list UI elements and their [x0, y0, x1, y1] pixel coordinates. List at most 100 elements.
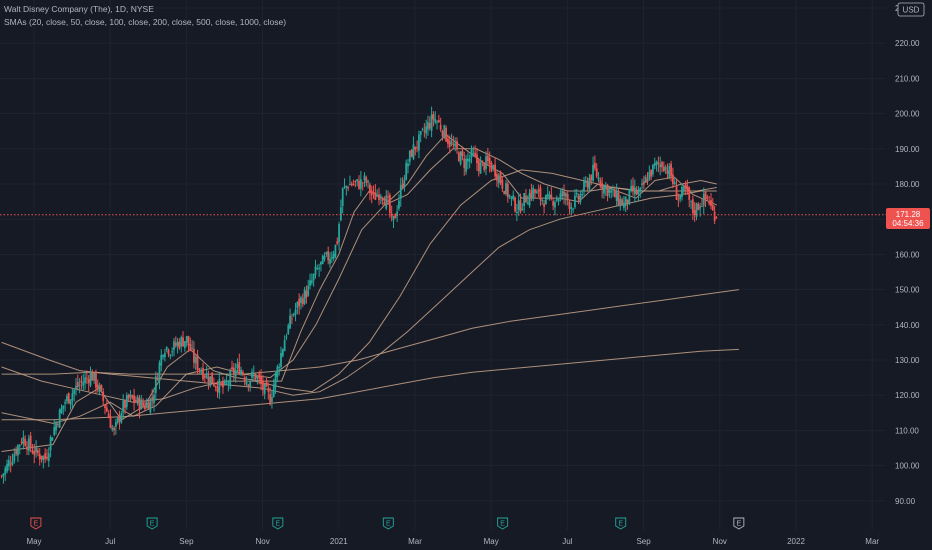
price-tick-label: 200.00	[895, 110, 920, 119]
candle-body	[412, 144, 415, 159]
candle-body	[6, 463, 8, 472]
candle-body	[225, 381, 228, 383]
currency-badge[interactable]: USD	[897, 2, 925, 17]
candle-body	[430, 114, 433, 131]
candle-body	[563, 191, 565, 196]
candle-body	[171, 351, 174, 353]
candle-body	[398, 200, 400, 209]
candle-body	[626, 199, 629, 204]
sma-indicator-label[interactable]: SMAs (20, close, 50, close, 100, close, …	[4, 17, 287, 27]
candle-body	[294, 309, 297, 315]
candle-body	[379, 195, 382, 197]
candle-body	[102, 391, 105, 401]
candle-body	[234, 369, 237, 377]
candle-body	[619, 199, 622, 207]
candle-body	[441, 130, 444, 137]
candle-body	[69, 399, 72, 405]
candle-body	[686, 185, 689, 191]
candle-body	[632, 185, 634, 192]
candle-body	[17, 445, 19, 456]
candle-body	[521, 208, 524, 210]
candle-body	[173, 341, 175, 350]
candle-body	[251, 371, 253, 378]
candle-body	[283, 340, 286, 352]
candle-body	[635, 189, 638, 195]
candle-body	[662, 166, 665, 172]
candle-body	[220, 382, 223, 384]
candle-body	[485, 156, 487, 169]
candle-body	[702, 193, 705, 206]
candle-body	[27, 438, 30, 451]
candle-body	[637, 190, 640, 195]
candle-body	[0, 475, 3, 477]
candle-body	[182, 337, 184, 347]
price-tick-label: 90.00	[895, 497, 916, 506]
candle-body	[557, 199, 560, 202]
candle-body	[323, 256, 326, 260]
candle-body	[583, 181, 585, 191]
candle-body	[51, 437, 54, 441]
time-axis[interactable]: May Jul Sep Nov 2021 Mar May Jul Sep Nov 2022 Mar	[26, 537, 879, 546]
candle-body	[67, 393, 70, 404]
candle-body	[577, 195, 580, 200]
candle-body	[187, 335, 190, 346]
candle-body	[281, 349, 284, 356]
candle-body	[439, 124, 442, 130]
candle-body	[664, 167, 667, 171]
candle-body	[238, 361, 241, 375]
candle-body	[496, 173, 498, 181]
candle-body	[247, 384, 250, 387]
candle-body	[681, 186, 683, 198]
countdown-label: 04:54:36	[892, 219, 924, 228]
candle-body	[261, 381, 264, 391]
candle-body	[164, 353, 166, 358]
candle-body	[18, 444, 21, 447]
candle-body	[296, 301, 299, 309]
candle-body	[416, 147, 418, 149]
candle-body	[11, 461, 14, 465]
candle-body	[641, 183, 643, 186]
candle-body	[271, 397, 273, 402]
price-tick-label: 190.00	[895, 145, 920, 154]
candle-body	[695, 203, 698, 217]
candle-body	[508, 195, 511, 197]
candle-body	[22, 436, 25, 444]
candle-body	[499, 172, 502, 183]
candle-body	[708, 201, 711, 204]
candle-body	[423, 130, 426, 132]
candle-body	[55, 423, 57, 431]
candle-body	[93, 372, 96, 381]
candle-body	[276, 366, 279, 377]
candle-body	[191, 347, 194, 349]
last-price-label: 171.28	[896, 210, 921, 219]
candle-body	[310, 280, 313, 283]
candle-body	[142, 402, 145, 406]
candle-body	[603, 185, 605, 194]
candle-body	[456, 141, 458, 150]
candle-body	[160, 354, 163, 366]
candle-body	[154, 376, 157, 393]
candle-body	[38, 453, 41, 460]
candle-body	[550, 194, 553, 198]
candle-body	[675, 185, 678, 200]
candle-body	[24, 439, 27, 447]
candle-body	[621, 199, 624, 206]
candle-body	[445, 127, 448, 142]
candle-body	[387, 196, 389, 198]
symbol-title[interactable]: Walt Disney Company (The), 1D, NYSE	[4, 4, 154, 14]
candle-body	[666, 170, 669, 174]
candle-body	[468, 158, 471, 162]
candle-body	[372, 192, 375, 194]
candle-body	[385, 195, 388, 209]
candle-body	[472, 153, 475, 154]
price-axis[interactable]: 90.00 100.00 110.00 120.00 130.00 140.00 150.0…	[895, 4, 920, 506]
candle-body	[530, 189, 533, 198]
price-tick-label: 210.00	[895, 74, 920, 83]
candle-body	[232, 367, 235, 375]
candle-body	[272, 384, 275, 397]
candle-body	[194, 356, 197, 364]
candle-body	[254, 373, 257, 379]
candle-body	[292, 314, 295, 316]
candle-body	[85, 377, 88, 379]
